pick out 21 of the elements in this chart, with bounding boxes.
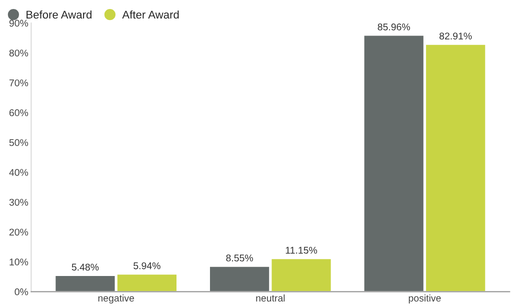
data-label: 82.91% [440,32,472,40]
legend-label: After Award [122,10,179,19]
y-tick-label: 20% [9,228,28,236]
y-tick-label: 10% [10,258,28,266]
data-label: 5.94% [134,262,160,270]
data-label: 85.96% [378,24,410,30]
legend-label: Before Award [26,10,92,19]
y-tick-label: 0% [14,288,28,296]
data-label: 5.48% [72,264,99,271]
y-tick-label: 60% [9,109,28,116]
y-tick-label: 50% [9,139,28,146]
y-tick-label: 90% [9,20,28,27]
data-label: 8.55% [226,254,253,262]
y-tick-label: 80% [9,50,28,56]
y-tick-label: 70% [9,79,28,86]
data-label: 11.15% [286,246,318,254]
x-tick-label: neutral [256,294,285,302]
y-tick-label: 30% [9,198,28,206]
y-tick-label: 40% [9,168,28,176]
x-tick-label: positive [408,294,441,304]
x-tick-label: negative [98,294,134,304]
